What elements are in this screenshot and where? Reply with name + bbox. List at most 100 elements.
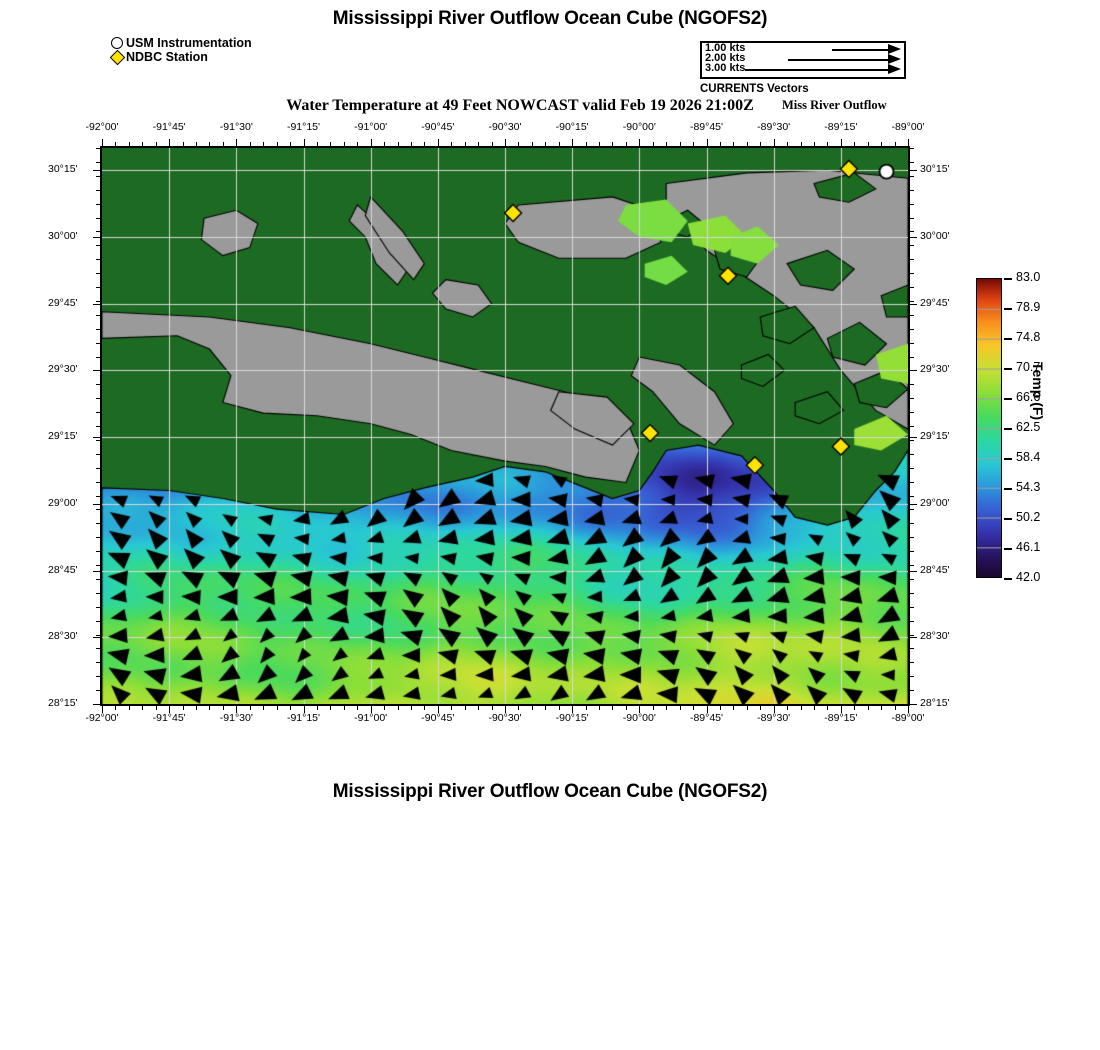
y-major-tick-right-4 (910, 437, 917, 439)
y-major-tick-left-6 (93, 570, 100, 572)
subtitle: Water Temperature at 49 Feet NOWCAST val… (286, 97, 754, 114)
x-minor-tick-top-44 (693, 142, 695, 146)
y-minor-tick-left-13 (96, 328, 100, 330)
x-axis-label-bottom-9: -89°45' (689, 712, 724, 724)
map-plot-area[interactable] (100, 146, 910, 706)
x-minor-tick-bottom-46 (719, 706, 721, 710)
x-minor-tick-top-43 (679, 142, 681, 146)
y-axis-label-right-8: 28°15' (920, 697, 950, 709)
x-minor-tick-bottom-3 (142, 706, 144, 710)
x-axis-label-bottom-11: -89°15' (824, 712, 858, 724)
x-minor-tick-top-57 (867, 142, 869, 146)
y-major-tick-left-1 (93, 236, 100, 238)
y-major-tick-right-0 (910, 170, 917, 172)
x-minor-tick-top-52 (800, 142, 802, 146)
x-minor-tick-bottom-38 (612, 706, 614, 710)
vector-legend-label-1: 1.00 kts (705, 42, 746, 54)
y-axis-label-left-5: 29°00' (48, 496, 78, 509)
y-minor-tick-right-0 (910, 148, 914, 149)
y-minor-tick-right-9 (910, 273, 914, 275)
y-axis-label-right-6: 28°45' (920, 563, 950, 576)
x-axis-label-bottom-5: -90°45' (421, 712, 455, 724)
x-minor-tick-top-5 (169, 142, 171, 146)
x-minor-tick-top-33 (545, 142, 547, 146)
x-minor-tick-bottom-49 (760, 706, 762, 710)
colorbar-tick-9 (1004, 548, 1012, 550)
x-minor-tick-top-19 (357, 142, 359, 146)
y-minor-tick-right-5 (910, 217, 914, 219)
x-axis-label-10: -89°30' (757, 121, 791, 133)
x-minor-tick-bottom-57 (867, 706, 869, 710)
y-major-tick-right-2 (910, 303, 917, 305)
y-minor-tick-left-25 (96, 495, 100, 497)
y-axis-label-left-8: 28°15' (48, 697, 78, 709)
y-minor-tick-right-16 (910, 370, 914, 372)
y-minor-tick-right-28 (910, 537, 914, 539)
x-minor-tick-top-15 (303, 142, 305, 146)
y-minor-tick-left-0 (96, 148, 100, 149)
sst-current-map[interactable] (102, 148, 908, 704)
x-axis-label-7: -90°15' (555, 121, 589, 133)
x-minor-tick-top-31 (518, 142, 520, 146)
y-axis-label-left-1: 30°00' (48, 229, 78, 242)
y-axis-label-right-2: 29°45' (920, 296, 950, 309)
y-minor-tick-right-22 (910, 453, 914, 455)
y-minor-tick-right-18 (910, 398, 914, 400)
colorbar-tick-label-3: 70.7 (1016, 360, 1041, 374)
y-minor-tick-left-1 (96, 161, 100, 163)
x-minor-tick-bottom-32 (531, 706, 533, 710)
x-minor-tick-top-38 (612, 142, 614, 146)
x-axis-label-bottom-2: -91°30' (219, 712, 253, 724)
x-minor-tick-bottom-44 (693, 706, 695, 710)
y-minor-tick-left-19 (96, 412, 100, 414)
y-minor-tick-left-18 (96, 398, 100, 400)
x-minor-tick-top-47 (733, 142, 735, 146)
y-minor-tick-right-25 (910, 495, 914, 497)
colorbar-tick-7 (1004, 488, 1012, 490)
colorbar-tick-label-1: 78.9 (1016, 300, 1041, 314)
y-minor-tick-right-26 (910, 509, 914, 511)
colorbar-tick-2 (1004, 338, 1012, 340)
x-minor-tick-top-23 (410, 142, 412, 146)
y-axis-label-left-4: 29°15' (48, 430, 78, 443)
vector-arrow-icon-1 (888, 44, 901, 54)
x-axis-label-11: -89°15' (824, 121, 858, 133)
diamond-marker-icon (108, 49, 126, 65)
y-major-tick-right-1 (910, 236, 917, 238)
x-minor-tick-bottom-52 (800, 706, 802, 710)
x-minor-tick-top-53 (813, 142, 815, 146)
y-minor-tick-left-5 (96, 217, 100, 219)
x-minor-tick-top-36 (585, 142, 587, 146)
x-minor-tick-top-49 (760, 142, 762, 146)
y-minor-tick-right-34 (910, 620, 914, 622)
vector-legend-label-2: 2.00 kts (705, 52, 746, 64)
y-major-tick-left-5 (93, 503, 100, 505)
y-minor-tick-left-7 (96, 245, 100, 247)
x-minor-tick-bottom-34 (558, 706, 560, 710)
colorbar-tick-label-10: 42.0 (1016, 570, 1041, 584)
x-minor-tick-top-54 (827, 142, 829, 146)
x-minor-tick-top-51 (787, 142, 789, 146)
x-minor-tick-bottom-42 (666, 706, 668, 710)
y-minor-tick-left-9 (96, 273, 100, 275)
colorbar-tick-1 (1004, 308, 1012, 310)
y-axis-label-left-0: 30°15' (48, 163, 78, 176)
y-minor-tick-left-28 (96, 537, 100, 539)
colorbar-tick-5 (1004, 428, 1012, 430)
x-minor-tick-top-32 (531, 142, 533, 146)
y-minor-tick-left-15 (96, 356, 100, 358)
y-minor-tick-left-34 (96, 620, 100, 622)
x-minor-tick-bottom-55 (840, 706, 842, 710)
y-minor-tick-left-2 (96, 175, 100, 177)
x-minor-tick-top-25 (437, 142, 439, 146)
x-axis-label-bottom-4: -91°00' (354, 712, 388, 724)
y-minor-tick-left-12 (96, 314, 100, 316)
x-minor-tick-bottom-40 (639, 706, 641, 710)
colorbar-tick-label-4: 66.6 (1016, 390, 1041, 404)
y-minor-tick-left-33 (96, 606, 100, 608)
x-minor-tick-bottom-8 (209, 706, 211, 710)
colorbar-tick-label-5: 62.5 (1016, 420, 1041, 434)
x-minor-tick-top-48 (746, 142, 748, 146)
x-minor-tick-top-46 (719, 142, 721, 146)
y-minor-tick-left-24 (96, 481, 100, 483)
